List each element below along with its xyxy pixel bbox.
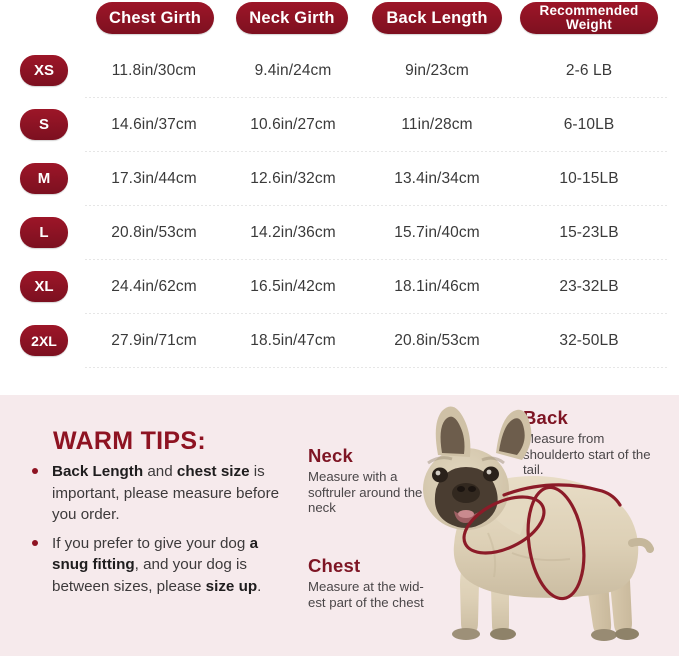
body-text: and [143, 463, 177, 480]
cell-weight: 32-50LB [559, 332, 619, 349]
cell-weight: 10-15LB [559, 170, 619, 187]
measure-label-neck: Neck Measure with a softruler around the… [308, 445, 438, 516]
column-header-label: Neck Girth [249, 9, 335, 27]
row-separator [84, 313, 667, 314]
warm-tips-item: If you prefer to give your dog a snug fi… [26, 533, 296, 598]
measure-label-back: Back Measure from shoulderto start of th… [523, 407, 668, 478]
column-header-label: Recommended Weight [534, 4, 645, 32]
cell-neck: 14.2in/36cm [250, 224, 336, 241]
bullet-icon [32, 468, 38, 474]
size-badge-l: L [20, 217, 68, 248]
size-badge-2xl: 2XL [20, 325, 68, 356]
body-text: , and your dog is between sizes, please [52, 556, 247, 595]
cell-chest: 20.8in/53cm [111, 224, 197, 241]
chest-loop [526, 485, 586, 601]
cell-weight: 6-10LB [563, 116, 615, 133]
column-header-neck-girth: Neck Girth [236, 2, 348, 34]
measure-label-chest-desc: Measure at the wid-est part of the chest [308, 579, 424, 610]
row-separator [84, 367, 667, 368]
row-separator [84, 151, 667, 152]
warm-tips-section: WARM TIPS: Back Length and chest size is… [0, 395, 679, 656]
cell-back: 15.7in/40cm [394, 224, 480, 241]
cell-neck: 16.5in/42cm [250, 278, 336, 295]
warm-tips-list: Back Length and chest size is important,… [26, 461, 296, 604]
dog-illustration [423, 406, 654, 641]
table-row: XL 24.4in/62cm 16.5in/42cm 18.1in/46cm 23-32… [0, 260, 679, 314]
body-text: . [257, 577, 262, 595]
cell-chest: 27.9in/71cm [111, 332, 197, 349]
measure-label-neck-title: Neck [308, 445, 354, 466]
cell-back: 13.4in/34cm [394, 170, 480, 187]
emphasis-text: size up [205, 577, 258, 595]
column-header-label: Chest Girth [108, 9, 202, 27]
cell-back: 18.1in/46cm [394, 278, 480, 295]
table-row: 2XL 27.9in/71cm 18.5in/47cm 20.8in/53cm 32-5… [0, 314, 679, 368]
cell-back: 20.8in/53cm [394, 332, 480, 349]
size-badge-xs: XS [20, 55, 68, 86]
column-header-back-length: Back Length [372, 2, 502, 34]
cell-weight: 2-6 LB [565, 62, 613, 79]
bullet-icon [32, 539, 38, 546]
cell-weight: 15-23LB [559, 224, 619, 241]
neck-loop [462, 495, 546, 555]
emphasis-text: chest size [176, 463, 250, 480]
table-row: M 17.3in/44cm 12.6in/32cm 13.4in/34cm 10-15L… [0, 152, 679, 206]
measure-label-back-title: Back [523, 407, 569, 428]
column-header-recommended-weight: Recommended Weight [520, 2, 658, 34]
measure-label-chest: Chest Measure at the wid-est part of the… [308, 555, 438, 610]
body-text: If you prefer to give your dog [52, 534, 250, 552]
cell-back: 11in/28cm [401, 116, 473, 133]
back-line [502, 483, 622, 507]
dog-body-art [423, 406, 654, 641]
emphasis-text: a snug fitting [52, 534, 259, 574]
column-header-label-line1: Recommended [539, 3, 639, 18]
body-text: is important, please measure before you … [52, 463, 280, 523]
cell-chest: 11.8in/30cm [111, 62, 197, 79]
cell-neck: 10.6in/27cm [250, 116, 336, 133]
row-separator [84, 97, 667, 98]
table-row: L 20.8in/53cm 14.2in/36cm 15.7in/40cm 15-23L… [0, 206, 679, 260]
warm-tips-title: WARM TIPS: [53, 427, 206, 455]
cell-neck: 12.6in/32cm [250, 170, 336, 187]
table-header-row: Chest Girth Neck Girth Back Length Recom… [0, 0, 679, 38]
measurement-lines [462, 483, 622, 601]
cell-neck: 18.5in/47cm [250, 332, 336, 349]
table-row: XS 11.8in/30cm 9.4in/24cm 9in/23cm 2-6 LB [0, 44, 679, 98]
size-badge-s: S [20, 109, 68, 140]
emphasis-text: Back Length [52, 463, 144, 480]
cell-weight: 23-32LB [559, 278, 619, 295]
column-header-chest-girth: Chest Girth [96, 2, 214, 34]
size-badge-m: M [20, 163, 68, 194]
size-chart-table: Chest Girth Neck Girth Back Length Recom… [0, 0, 679, 368]
cell-chest: 17.3in/44cm [111, 170, 197, 187]
cell-chest: 24.4in/62cm [111, 278, 197, 295]
size-badge-xl: XL [20, 271, 68, 302]
table-row: S 14.6in/37cm 10.6in/27cm 11in/28cm 6-10LB [0, 98, 679, 152]
measure-label-chest-title: Chest [308, 555, 361, 576]
measure-label-back-desc: Measure from shoulderto start of the tai… [523, 431, 651, 477]
column-header-label-line2: Weight [566, 17, 612, 32]
cell-back: 9in/23cm [405, 62, 469, 79]
row-separator [84, 205, 667, 206]
column-header-label: Back Length [386, 9, 488, 27]
measure-label-neck-desc: Measure with a softruler around the neck [308, 469, 423, 515]
cell-chest: 14.6in/37cm [111, 116, 197, 133]
row-separator [84, 259, 667, 260]
warm-tips-item: Back Length and chest size is important,… [26, 461, 296, 526]
cell-neck: 9.4in/24cm [254, 62, 332, 79]
